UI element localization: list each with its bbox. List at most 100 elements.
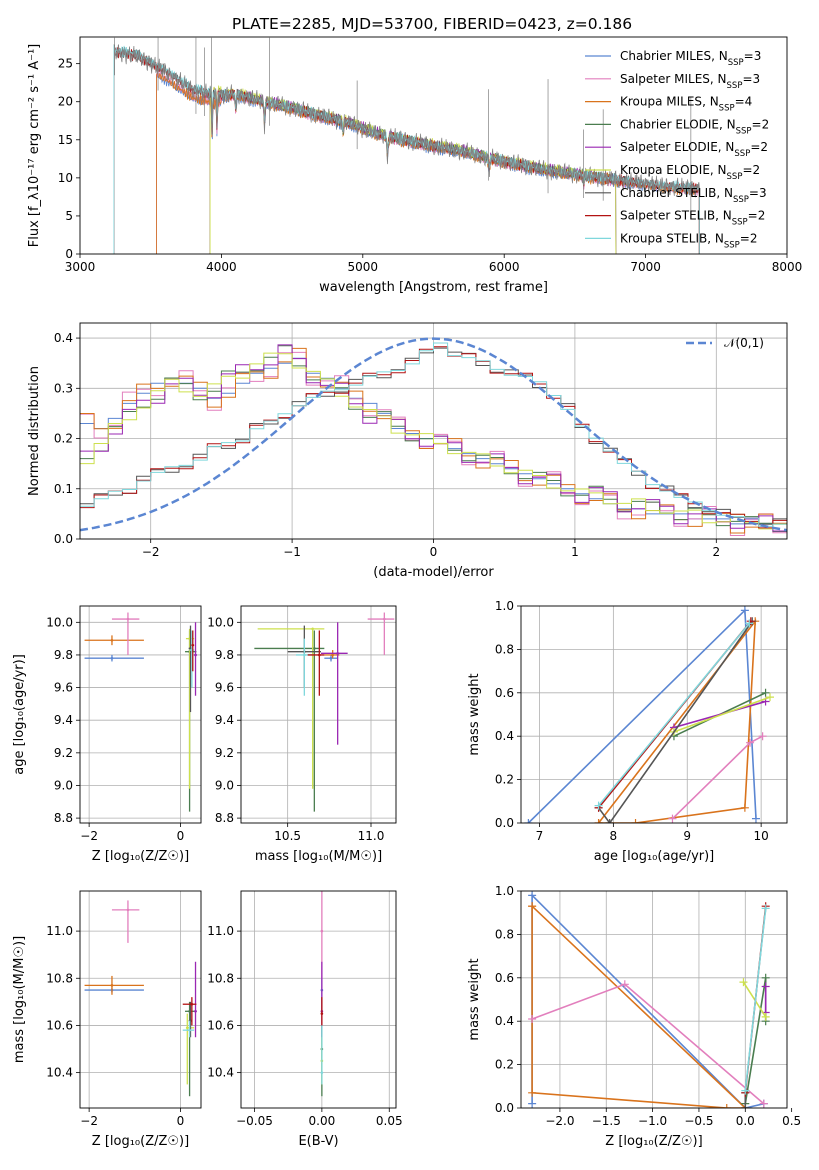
y-tick-label: 0.8 [495,927,514,941]
model-spectrum-0 [156,73,700,254]
legend-nssp-eq: = [742,72,752,86]
y-axis-label: mass weight [467,673,482,755]
weight-line [673,696,771,733]
x-tick-label: −2 [142,545,160,559]
x-tick-label: −1 [283,545,301,559]
legend-label: Kroupa MILES, NSSP=4 [620,95,752,114]
y-tick-label: 10.8 [46,971,73,985]
legend-nssp-sub: SSP [732,218,748,228]
weight-marker [740,803,749,812]
legend-label: Salpeter STELIB, NSSP=2 [620,209,765,228]
y-tick-label: 0.4 [495,729,514,743]
data-point [186,1026,189,1030]
weight-marker [528,1015,537,1024]
legend-nssp-value: 4 [745,95,753,109]
legend-label: Salpeter MILES, NSSP=3 [620,72,760,91]
residuals-panel: −2 −1 0 1 2 0.0 0.1 0.2 0.3 0.4 (data-model)/error… [27,322,788,580]
weight-line [671,735,763,820]
legend-nssp-eq: = [735,95,745,109]
weight-vs-age-panel: 7 8 9 10 0.0 0.2 0.4 0.6 0.8 1.0 age [log₁₀(age/yr… [467,599,788,864]
legend-nssp-value: 2 [760,140,768,154]
data-point [194,1009,197,1013]
mass-vs-metallicity-panel: −2 0 10.4 10.6 10.8 11.0 Z [log₁₀(Z/Z☉)] mass [… [12,890,202,1149]
legend-nssp-prefix: , N [707,231,724,245]
legend-nssp-eq: = [740,231,750,245]
x-tick-label: −2.0 [545,1114,574,1128]
weight-marker [740,606,749,615]
y-tick-label: 10.4 [46,1066,73,1080]
y-tick-label: 0.0 [54,532,73,546]
legend-nssp-value: 2 [753,163,761,177]
x-tick-label: 10.5 [274,829,301,843]
y-tick-label: 0.3 [54,381,73,395]
model-spectrum-8 [113,45,700,254]
y-tick-label: 25 [58,57,73,71]
weight-line [531,983,765,1105]
weight-marker [594,801,603,810]
legend-nssp-eq: = [748,209,758,223]
legend-nssp-prefix: , N [716,186,733,200]
weight-marker [745,619,754,628]
data-point [320,929,324,933]
x-tick-label: −1.0 [638,1114,667,1128]
data-point [110,984,114,987]
legend-nssp-prefix: , N [719,117,736,131]
axes-frame [520,890,788,1109]
observed-spectrum [113,43,700,198]
weight-marker [528,1088,537,1097]
weight-marker [741,1104,750,1108]
data-point [190,1002,194,1006]
plot-area [113,37,700,254]
x-tick-label: 9 [683,829,691,843]
weight-marker [605,819,614,823]
weight-marker [741,1086,750,1095]
y-tick-label: 9.2 [215,746,234,760]
y-tick-label: 0.4 [54,331,73,345]
legend-series-name: Kroupa MILES [620,95,702,109]
y-tick-label: 11.0 [46,924,73,938]
legend-nssp-sub: SSP [719,104,735,114]
y-tick-label: 9.8 [54,648,73,662]
data-point [313,647,316,650]
x-tick-label: −0.5 [684,1114,713,1128]
x-tick-label: 7 [536,829,544,843]
plot-area [320,891,324,1097]
weight-marker [722,1104,731,1108]
x-axis-label: (data-model)/error [373,565,494,580]
data-point [188,1028,191,1032]
weight-marker [594,819,603,823]
y-tick-label: 9.6 [54,681,73,695]
weight-marker [751,814,760,823]
plot-area [84,900,197,1097]
y-tick-label: 5 [65,209,73,223]
data-point [303,653,306,657]
model-spectrum-7 [113,47,700,254]
y-tick-label: 20 [58,95,73,109]
spectrum-panel: 3000 4000 5000 6000 7000 8000 0 5 10 15 20 25 wavele… [27,36,802,295]
weight-marker [620,980,629,989]
data-point [320,1071,324,1074]
y-tick-label: 0.6 [495,971,514,985]
x-axis-label: age [log₁₀(age/yr)] [594,849,715,864]
y-tick-label: 0.0 [495,1101,514,1115]
x-tick-label: 2 [712,545,720,559]
x-tick-label: 0.05 [376,1114,403,1128]
legend-nssp-prefix: , N [710,72,727,86]
legend-nssp-value: 3 [759,186,767,200]
data-point [318,653,321,657]
y-axis-label: Normed distribution [27,366,42,496]
legend-nssp-prefix: , N [715,209,732,223]
axes-frame [240,605,397,824]
y-axis-label: Flux [f_λ10⁻¹⁷ erg cm⁻² s⁻¹ A⁻¹] [27,44,42,248]
y-tick-label: 15 [58,133,73,147]
x-axis-label: Z [log₁₀(Z/Z☉)] [605,1134,702,1149]
legend-nssp-sub: SSP [736,126,752,136]
legend-nssp-value: 2 [750,231,758,245]
y-tick-label: 9.4 [215,713,234,727]
legend-series-name: Chabrier MILES [620,49,711,63]
plot-area [84,612,197,812]
data-point [126,617,130,621]
legend-nssp-eq: = [744,49,754,63]
legend-nssp-sub: SSP [727,81,743,91]
axes-frame [240,890,397,1109]
